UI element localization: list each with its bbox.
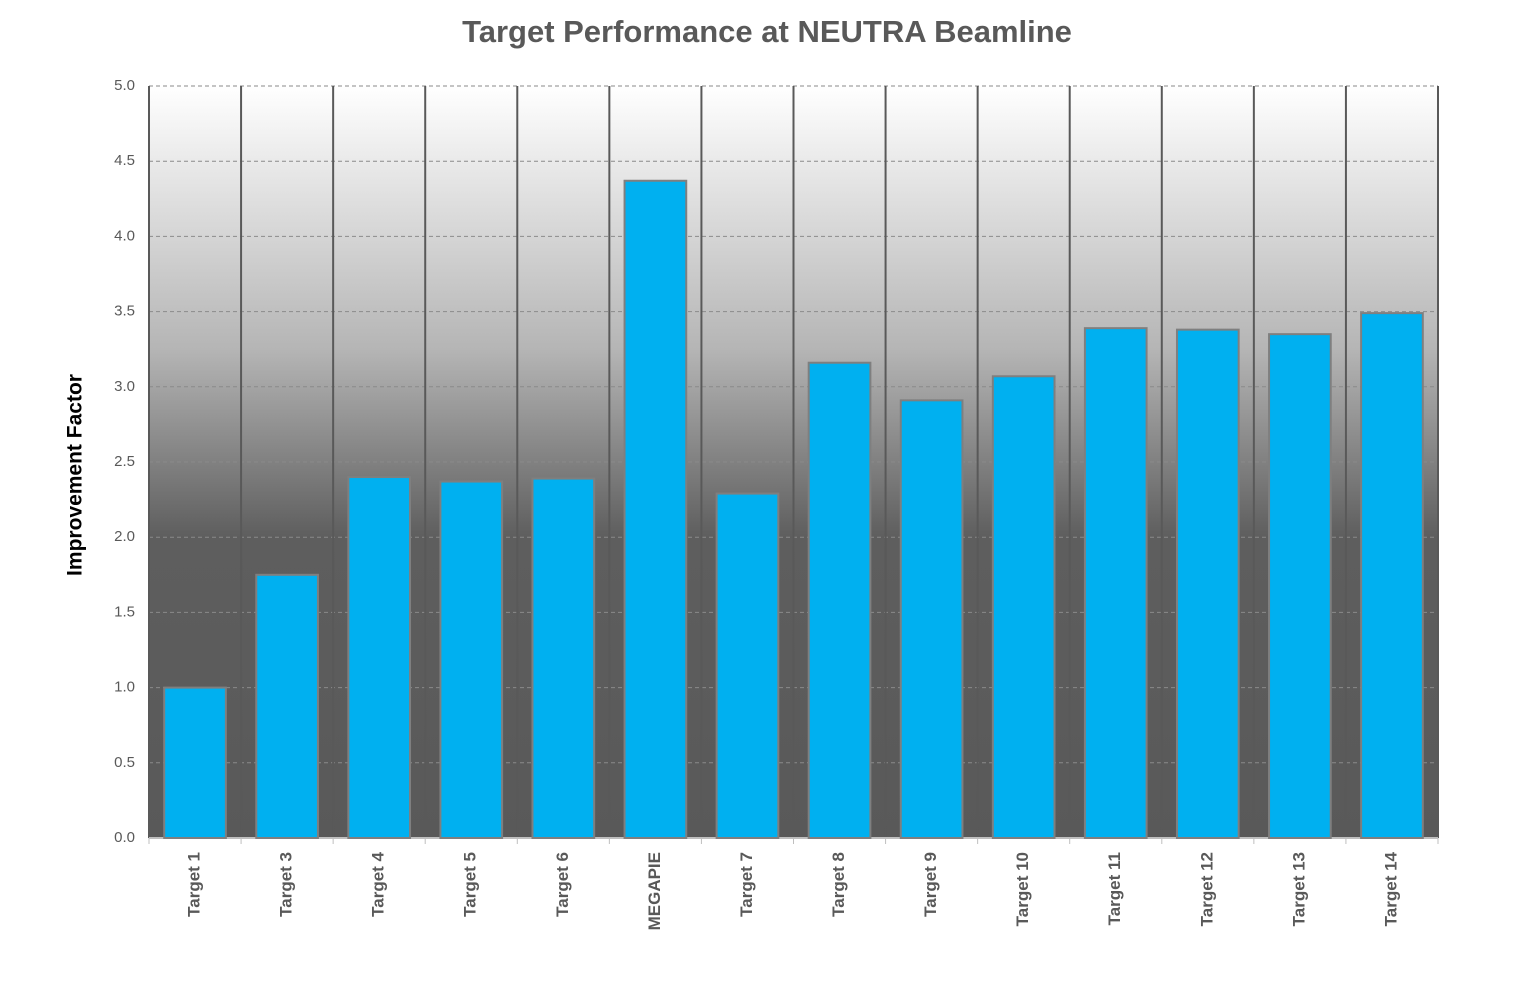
bar <box>1175 328 1240 839</box>
y-tick-label: 0.5 <box>114 754 135 771</box>
x-tick-label: Target 4 <box>369 851 388 916</box>
x-tick-label: Target 11 <box>1105 852 1124 925</box>
y-tick-label: 5.0 <box>114 77 135 94</box>
y-tick-label: 4.0 <box>114 227 135 244</box>
y-tick-label: 2.0 <box>114 528 135 545</box>
bar <box>439 480 504 839</box>
bar <box>255 573 319 839</box>
x-tick-label: Target 14 <box>1381 851 1400 926</box>
y-tick-label: 3.5 <box>114 303 135 320</box>
chart-title: Target Performance at NEUTRA Beamline <box>462 14 1072 49</box>
bar <box>1360 312 1424 839</box>
bar <box>531 477 596 839</box>
bar <box>623 179 688 839</box>
x-tick-label: Target 13 <box>1289 852 1308 926</box>
x-tick-label: Target 1 <box>185 852 204 917</box>
bar <box>163 686 227 839</box>
y-tick-label: 1.5 <box>114 603 135 620</box>
bar <box>899 399 964 839</box>
bar <box>807 361 872 839</box>
bar <box>347 476 412 839</box>
x-tick-label: MEGAPIE <box>645 852 664 930</box>
bar <box>991 375 1056 839</box>
y-tick-label: 3.0 <box>114 378 135 395</box>
y-axis-label: Improvement Factor <box>64 374 87 576</box>
x-tick-label: Target 3 <box>277 852 296 917</box>
bar <box>715 492 780 839</box>
y-tick-label: 0.0 <box>114 829 135 846</box>
y-tick-label: 1.0 <box>114 679 135 696</box>
bar <box>1268 333 1332 839</box>
x-tick-label: Target 9 <box>921 852 940 917</box>
x-tick-label: Target 12 <box>1197 852 1216 926</box>
x-tick-label: Target 6 <box>553 852 572 917</box>
y-tick-label: 2.5 <box>114 453 135 470</box>
x-tick-label: Target 7 <box>737 852 756 917</box>
x-tick-label: Target 8 <box>829 852 848 917</box>
y-tick-label: 4.5 <box>114 152 135 169</box>
x-tick-label: Target 5 <box>461 852 480 917</box>
x-tick-label: Target 10 <box>1013 852 1032 926</box>
bar <box>1083 327 1148 839</box>
